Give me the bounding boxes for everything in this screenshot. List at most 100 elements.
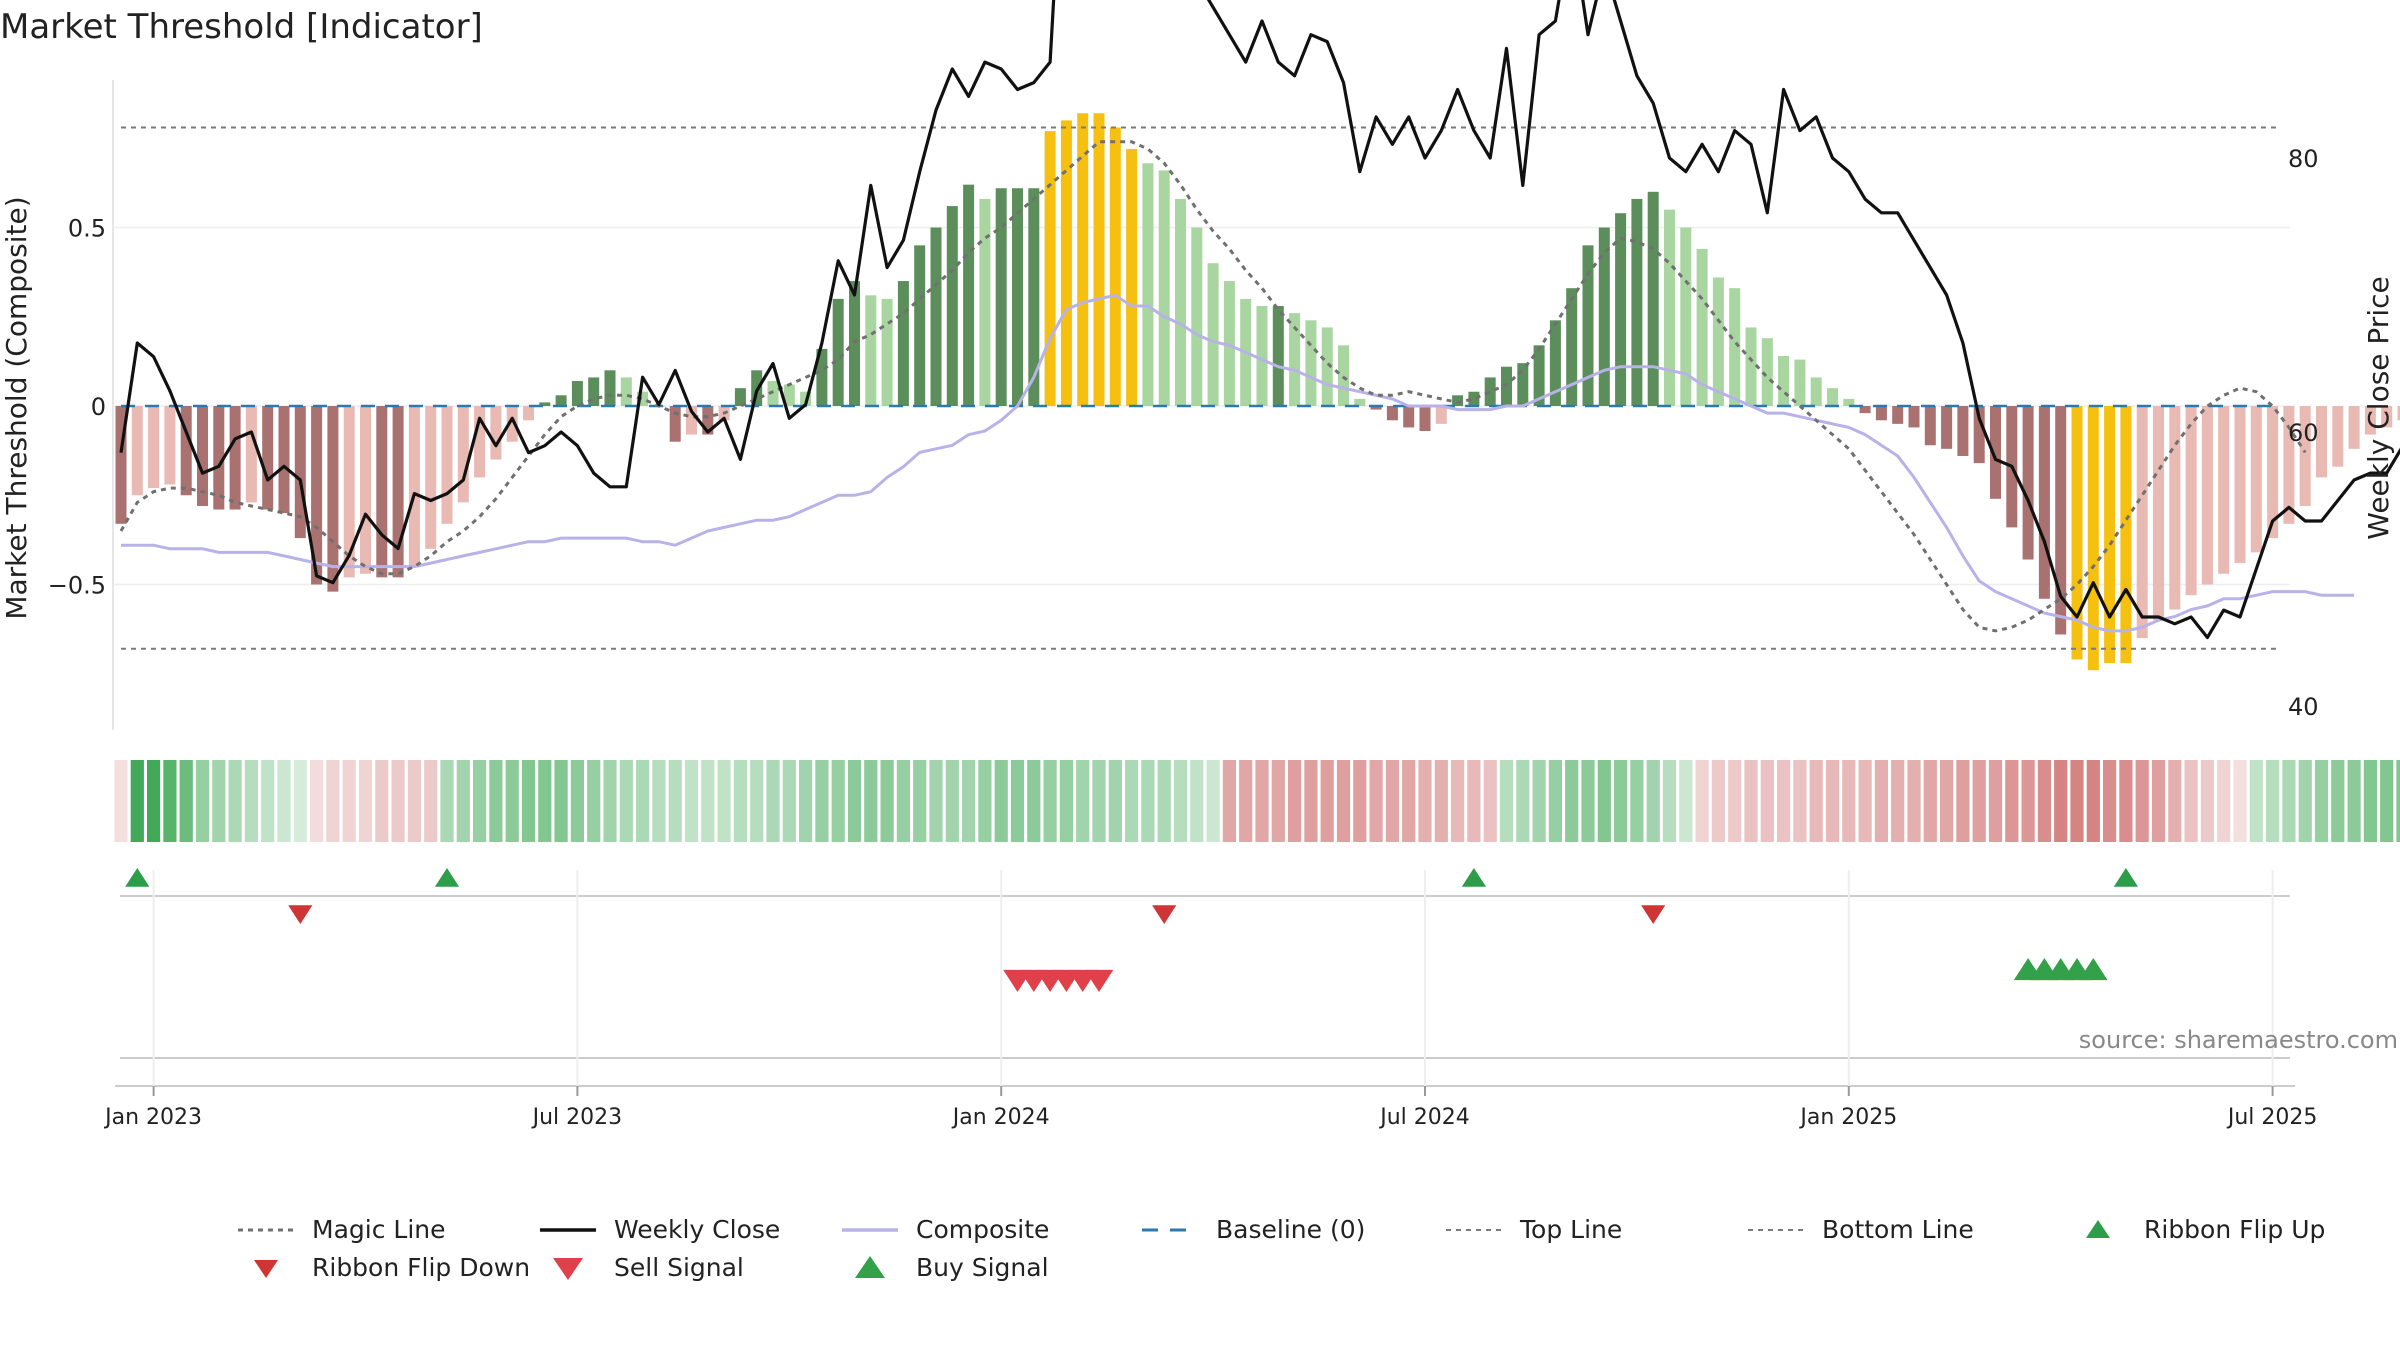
legend-swatch <box>553 1258 583 1280</box>
ribbon-cell <box>1076 760 1090 842</box>
ribbon-cell <box>2200 760 2214 842</box>
ribbon-cell <box>701 760 715 842</box>
composite-bar <box>1175 198 1186 406</box>
composite-bar <box>2071 406 2083 660</box>
ribbon-cell <box>1499 760 1514 842</box>
composite-bar <box>327 406 339 592</box>
left-axis-label: Market Threshold (Composite) <box>0 196 33 619</box>
ribbon-cell <box>2103 760 2117 842</box>
ribbon-cell <box>244 760 258 842</box>
ribbon-cell <box>2005 760 2019 842</box>
composite-bar <box>148 406 160 489</box>
composite-bar <box>734 388 746 406</box>
source-credit: source: sharemaestro.com <box>2079 1026 2398 1054</box>
legend-label: Buy Signal <box>916 1253 1049 1282</box>
composite-bar <box>1321 327 1333 406</box>
date-tick-label: Jan 2024 <box>951 1105 1050 1130</box>
composite-bar <box>1924 406 1936 446</box>
composite-bar <box>1126 148 1138 406</box>
date-tick-label: Jul 2023 <box>531 1105 623 1130</box>
legend-item-top: Top Line <box>1446 1215 1622 1244</box>
ribbon-cell <box>1483 760 1497 842</box>
composite-bar <box>1435 406 1447 424</box>
ribbon-cell <box>1010 760 1025 842</box>
ribbon-cell <box>929 760 943 842</box>
ribbon-flip-up-marker <box>1461 868 1486 887</box>
ribbon-cell <box>228 760 242 842</box>
legend-item-flipup: Ribbon Flip Up <box>2086 1215 2325 1244</box>
ribbon-cell <box>1695 760 1709 842</box>
composite-bar <box>2332 406 2344 467</box>
composite-bar <box>457 406 469 503</box>
composite-bar <box>930 227 942 406</box>
ribbon-cell <box>913 760 927 842</box>
composite-bar <box>2316 406 2327 478</box>
composite-bar <box>2364 406 2376 435</box>
composite-bar <box>963 184 975 406</box>
ribbon-cell <box>261 760 275 842</box>
ribbon-cell <box>1744 760 1758 842</box>
legend-swatch <box>855 1256 885 1278</box>
composite-bar <box>392 406 404 578</box>
ribbon-cell <box>1793 760 1807 842</box>
ribbon-cell <box>1434 760 1448 842</box>
legend-label: Weekly Close <box>614 1215 780 1244</box>
legend-item-composite: Composite <box>842 1215 1049 1244</box>
ribbon-cell <box>179 760 193 842</box>
composite-bar <box>2348 406 2360 449</box>
composite-bar <box>1615 213 1627 406</box>
composite-bar <box>180 406 192 496</box>
ribbon-cell <box>277 760 291 842</box>
ribbon-cell <box>114 760 128 842</box>
composite-bar <box>294 406 306 539</box>
ribbon-cell <box>163 760 177 842</box>
composite-bar <box>1941 406 1953 449</box>
composite-bar <box>311 406 323 585</box>
ribbon-cell <box>1956 760 1970 842</box>
ribbon-cell <box>293 760 307 842</box>
ribbon-cell <box>782 760 796 842</box>
ribbon-cell <box>1516 760 1530 842</box>
ribbon-cell <box>603 760 617 842</box>
ribbon-cell <box>473 760 487 842</box>
ribbon-cell <box>2037 760 2051 842</box>
ribbon-cell <box>1288 760 1302 842</box>
ribbon-cell <box>896 760 910 842</box>
composite-bar <box>131 406 143 496</box>
composite-bar <box>620 377 632 406</box>
ribbon-cell <box>1353 760 1367 842</box>
ribbon-cell <box>2347 760 2361 842</box>
composite-bar <box>490 406 502 460</box>
ribbon-cell <box>424 760 438 842</box>
composite-bar <box>1533 345 1545 406</box>
ribbon-cell <box>1157 760 1171 842</box>
ribbon-cell <box>587 760 601 842</box>
ribbon-cell <box>521 760 536 842</box>
ribbon-cell <box>505 760 519 842</box>
ribbon-cell <box>538 760 552 842</box>
legend-label: Top Line <box>1519 1215 1622 1244</box>
ribbon-cell <box>2070 760 2084 842</box>
composite-bar <box>2087 406 2099 671</box>
ribbon-cell <box>1711 760 1725 842</box>
ribbon-cell <box>1907 760 1921 842</box>
right-axis-label: Weekly Close Price <box>2362 276 2395 539</box>
composite-bar <box>2038 406 2050 599</box>
ribbon-cell <box>717 760 731 842</box>
composite-bar <box>767 381 779 406</box>
ribbon-cell <box>1125 760 1139 842</box>
composite-bar <box>1745 327 1757 406</box>
composite-bar <box>1647 191 1659 406</box>
composite-bar <box>1256 306 1268 406</box>
composite-bar <box>474 406 486 478</box>
composite-bar <box>1517 363 1529 406</box>
composite-bar <box>1468 391 1480 406</box>
composite-bar <box>1452 395 1464 406</box>
composite-bar <box>2022 406 2034 560</box>
composite-bar <box>2299 406 2311 506</box>
legend-label: Magic Line <box>312 1215 446 1244</box>
composite-bar <box>2136 406 2148 639</box>
date-tick-label: Jul 2025 <box>2226 1105 2318 1130</box>
ribbon-cell <box>1043 760 1057 842</box>
ribbon-cell <box>847 760 862 842</box>
